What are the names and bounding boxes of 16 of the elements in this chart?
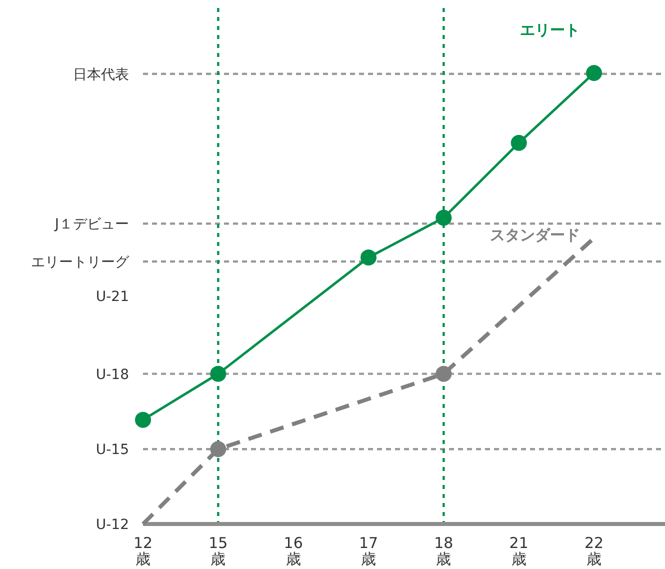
x-tick-label: 15 歳 [208, 534, 228, 568]
ref-line-label: U-18 [96, 366, 129, 383]
x-tick-label: 16 歳 [284, 534, 303, 568]
ref-line-label: U-15 [96, 442, 129, 458]
x-tick-label: 12 歳 [133, 534, 153, 568]
text: U-21 [96, 289, 129, 305]
ref-line-label: エリートリーグ [31, 254, 130, 271]
x-tick-label: 17 歳 [358, 534, 378, 568]
ref-line-label: 日本代表 [73, 66, 129, 83]
text: U-12 [96, 517, 129, 533]
text: エリート [520, 21, 580, 39]
x-tick-label: 21 歳 [509, 534, 528, 568]
x-tick-label: 22 歳 [584, 534, 604, 568]
ref-line-label: J１デビュー [54, 216, 129, 233]
series-label: スタンダード [490, 226, 580, 244]
x-tick-label: 18 歳 [434, 534, 454, 568]
